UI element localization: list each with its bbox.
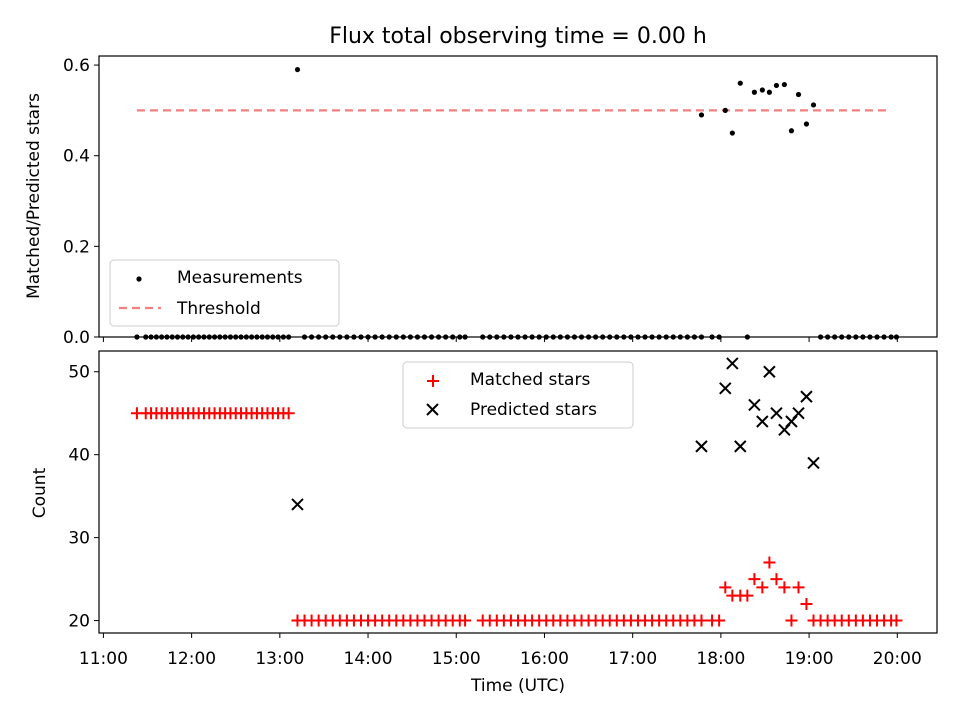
measurement-point	[729, 130, 735, 136]
x-tick-label: 20:00	[873, 649, 922, 669]
measurement-point	[781, 81, 787, 88]
matched-star-point	[770, 573, 783, 586]
predicted-star-point	[756, 415, 769, 428]
predicted-star-point	[792, 406, 805, 420]
predicted-star-point	[748, 398, 761, 412]
legend-predicted-marker	[426, 403, 439, 416]
matched-star-point	[785, 614, 798, 627]
predicted-star-point	[695, 440, 708, 453]
x-tick-label: 14:00	[344, 649, 393, 669]
x-tick-label: 13:00	[255, 649, 304, 669]
legend-measurements-label: Measurements	[177, 268, 303, 288]
bottom-panel: 20 30 40 50 11:00 12:00 13:00 14:00 15:00 16:00 1…	[30, 350, 938, 696]
bottom-legend: Matched stars Predicted stars	[402, 361, 634, 429]
matched-star-point	[459, 614, 472, 627]
top-y-axis-label: Matched/Predicted stars	[24, 93, 44, 299]
bottom-y-tick-label: 20	[68, 612, 90, 632]
predicted-star-point	[726, 357, 739, 370]
chart-title: Flux total observing time = 0.00 h	[329, 24, 707, 49]
top-y-tick-label: 0.4	[63, 147, 90, 167]
measurement-point	[759, 87, 765, 93]
measurement-point	[810, 102, 817, 108]
predicted-star-point	[719, 382, 732, 395]
bottom-axes-frame	[98, 350, 938, 634]
top-axes-frame	[98, 55, 938, 338]
legend-matched-label: Matched stars	[470, 370, 590, 390]
legend-matched-marker	[427, 375, 439, 387]
matched-star-point	[713, 614, 726, 627]
matched-star-point	[890, 614, 903, 627]
predicted-star-point	[800, 390, 813, 403]
measurement-point	[751, 89, 758, 95]
matched-star-point	[756, 581, 769, 594]
predicted-star-point	[807, 456, 820, 470]
measurement-point	[294, 66, 301, 73]
top-y-tick-label: 0.0	[63, 328, 90, 348]
x-tick-label: 16:00	[520, 649, 569, 669]
bottom-y-tick-label: 50	[68, 363, 90, 383]
predicted-star-point	[734, 440, 747, 453]
matched-star-point	[800, 597, 813, 610]
bottom-y-axis-label: Count	[30, 467, 50, 518]
matched-star-point	[719, 581, 732, 594]
measurement-point	[698, 112, 705, 118]
measurement-point	[766, 89, 773, 95]
bottom-y-tick-label: 30	[68, 529, 90, 549]
bottom-y-tick-label: 40	[68, 446, 90, 466]
x-tick-label: 18:00	[696, 649, 745, 669]
x-tick-label: 17:00	[608, 649, 657, 669]
measurement-point	[722, 107, 728, 113]
top-panel: 0.0 0.2 0.4 0.6 Matched/Predicted stars Mea…	[24, 55, 938, 348]
legend-threshold-label: Threshold	[176, 299, 261, 319]
x-axis-label: Time (UTC)	[470, 676, 565, 696]
matched-star-point	[778, 581, 791, 594]
matched-star-point	[792, 581, 805, 594]
matched-star-point	[282, 407, 295, 420]
predicted-star-point	[763, 365, 776, 378]
measurement-point	[803, 121, 810, 127]
measurement-point	[773, 82, 780, 89]
predicted-star-point	[770, 406, 783, 420]
matched-star-point	[695, 614, 708, 627]
top-y-tick-label: 0.2	[63, 237, 90, 257]
matched-star-point	[763, 556, 776, 569]
measurement-point	[737, 80, 743, 86]
legend-measurements-marker	[136, 276, 142, 282]
measurement-point	[795, 91, 802, 98]
matched-star-point	[741, 589, 754, 602]
measurement-point	[788, 128, 795, 134]
predicted-star-point	[291, 498, 304, 511]
top-y-tick-label: 0.6	[63, 56, 90, 76]
matched-star-point	[748, 573, 761, 586]
x-tick-label: 12:00	[167, 649, 216, 669]
x-tick-label: 11:00	[79, 649, 128, 669]
legend-predicted-label: Predicted stars	[470, 400, 597, 420]
x-tick-label: 19:00	[785, 649, 834, 669]
x-tick-label: 15:00	[432, 649, 481, 669]
top-legend: Measurements Threshold	[109, 259, 340, 327]
